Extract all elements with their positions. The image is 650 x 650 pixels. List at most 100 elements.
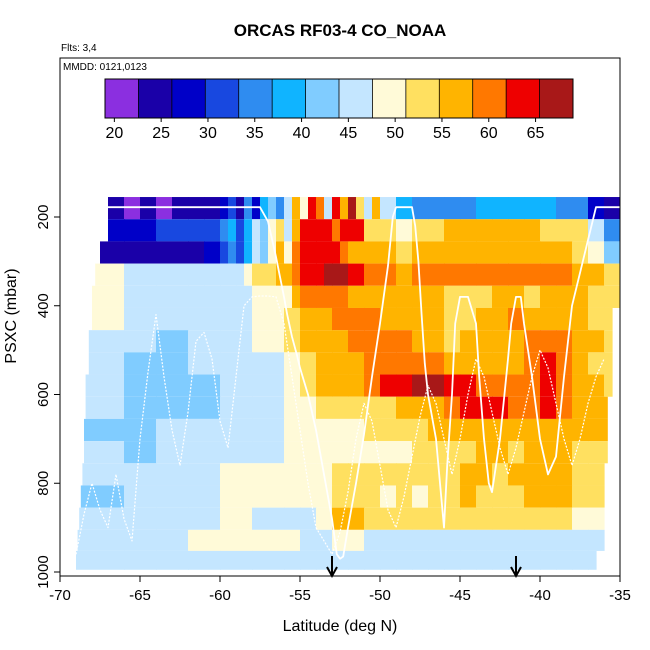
heatmap-cell xyxy=(316,307,333,331)
heatmap-cell xyxy=(588,285,605,308)
heatmap-cell xyxy=(540,374,557,397)
heatmap-cell xyxy=(588,241,605,264)
heatmap-cell xyxy=(300,463,317,486)
heatmap-cell xyxy=(508,374,525,397)
colorbar-tick-label: 20 xyxy=(105,125,123,142)
heatmap-cell xyxy=(492,441,509,464)
flight-track-line xyxy=(75,295,317,555)
heatmap-cell xyxy=(284,374,301,397)
heatmap-cell xyxy=(252,463,285,486)
heatmap-cell xyxy=(428,197,445,220)
heatmap-cell xyxy=(476,441,493,464)
heatmap-cell xyxy=(188,219,205,242)
heatmap-cell xyxy=(444,507,461,530)
heatmap-cell xyxy=(348,219,365,242)
colorbar-tick-label: 40 xyxy=(293,125,311,142)
heatmap-cell xyxy=(476,330,493,353)
heatmap-cell xyxy=(540,529,557,551)
heatmap-cell xyxy=(348,550,365,570)
heatmap-cell xyxy=(460,197,477,220)
heatmap-cell xyxy=(428,529,445,551)
heatmap-cell xyxy=(188,418,221,442)
heatmap-cell xyxy=(348,241,365,264)
heatmap-cell xyxy=(492,330,509,353)
heatmap-cell xyxy=(332,550,349,570)
heatmap-cell xyxy=(340,197,349,220)
colorbar-cell xyxy=(305,79,340,118)
heatmap-cell xyxy=(108,197,125,220)
heatmap-cell xyxy=(348,374,365,397)
heatmap-cell xyxy=(300,263,317,286)
heatmap-cell xyxy=(556,352,573,375)
heatmap-cell xyxy=(556,550,573,570)
heatmap-cell xyxy=(460,529,477,551)
heatmap-cell xyxy=(124,197,141,220)
heatmap-cell xyxy=(476,507,493,530)
heatmap-cell xyxy=(412,418,429,442)
heatmap-cell xyxy=(476,219,509,242)
heatmap-cell xyxy=(476,550,493,570)
heatmap-cell xyxy=(540,485,557,508)
heatmap-cell xyxy=(572,507,589,530)
heatmap-cell xyxy=(380,418,397,442)
colorbar-cell xyxy=(539,79,574,118)
heatmap-cell xyxy=(108,219,125,242)
heatmap-cell xyxy=(220,197,229,220)
heatmap-cell xyxy=(236,197,245,220)
heatmap-cell xyxy=(332,219,341,242)
heatmap-cell xyxy=(252,263,269,286)
heatmap-cell xyxy=(316,241,333,264)
x-tick-label: -45 xyxy=(449,587,471,604)
heatmap-cell xyxy=(372,197,381,220)
heatmap-cell xyxy=(300,285,317,308)
heatmap-cell xyxy=(476,529,493,551)
heatmap-cell xyxy=(380,330,397,353)
heatmap-cell xyxy=(220,396,253,419)
heatmap-cell xyxy=(476,197,493,220)
heatmap-cell xyxy=(316,396,333,419)
heatmap-cell xyxy=(444,418,461,442)
heatmap-cell xyxy=(220,241,229,264)
heatmap-cell xyxy=(460,330,477,353)
heatmap-cell xyxy=(524,352,541,375)
heatmap-cell xyxy=(252,485,285,508)
heatmap-cell xyxy=(316,285,333,308)
heatmap-cell xyxy=(572,396,589,419)
heatmap-cell xyxy=(260,219,269,242)
heatmap-cell xyxy=(332,507,349,530)
x-axis-label: Latitude (deg N) xyxy=(283,618,398,635)
heatmap-cell xyxy=(236,263,245,286)
colorbar-cell xyxy=(138,79,173,118)
heatmap-cell xyxy=(428,285,445,308)
heatmap-cell xyxy=(316,352,333,375)
colorbar-cell xyxy=(238,79,273,118)
colorbar-tick-label: 55 xyxy=(433,125,451,142)
colorbar-cell xyxy=(339,79,373,118)
heatmap-cell xyxy=(540,330,557,353)
heatmap-cell xyxy=(524,529,541,551)
heatmap-cell xyxy=(88,352,125,375)
heatmap-cell xyxy=(332,352,349,375)
heatmap-cell xyxy=(556,529,573,551)
heatmap-cell xyxy=(284,241,293,264)
y-tick-label: 1000 xyxy=(35,555,52,588)
heatmap-cell xyxy=(540,285,557,308)
heatmap-cell xyxy=(396,396,413,419)
heatmap-cell xyxy=(380,485,397,508)
heatmap-cell xyxy=(276,241,285,264)
colorbar-tick-label: 65 xyxy=(527,125,545,142)
heatmap-cell xyxy=(156,352,189,375)
heatmap-cell xyxy=(332,241,341,264)
heatmap-cell xyxy=(324,197,333,220)
heatmap-cell xyxy=(284,485,301,508)
heatmap-cell xyxy=(348,396,365,419)
heatmap-cell xyxy=(364,374,381,397)
heatmap-cell xyxy=(396,263,413,286)
heatmap-cell xyxy=(508,441,525,464)
heatmap-cell xyxy=(268,197,277,220)
heatmap-cell xyxy=(428,374,445,397)
heatmap-cell xyxy=(156,441,189,464)
heatmap-cell xyxy=(244,241,253,264)
heatmap-cell xyxy=(396,307,413,331)
heatmap-cell xyxy=(220,485,253,508)
